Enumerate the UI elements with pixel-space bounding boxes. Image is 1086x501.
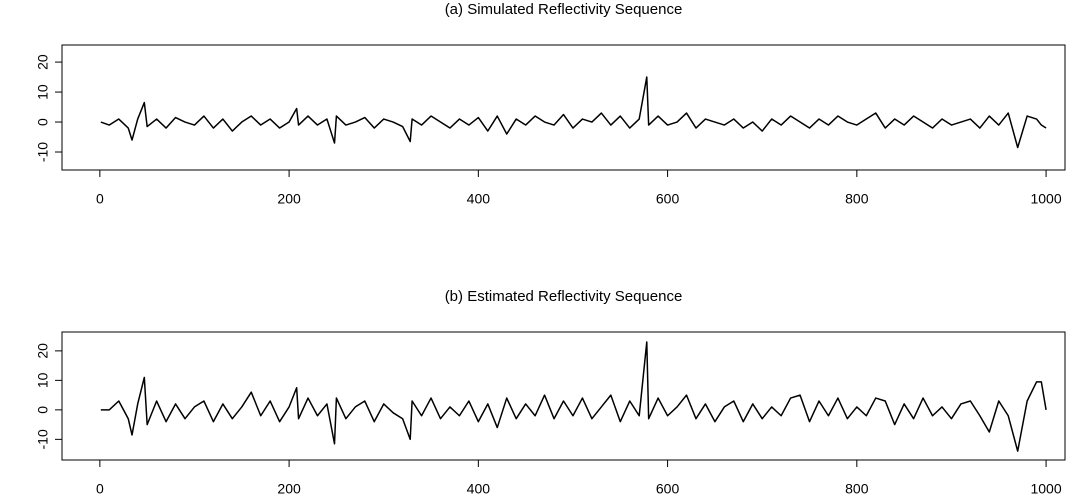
y-tick-label: -10 (35, 429, 51, 449)
x-tick-label: 0 (96, 191, 104, 207)
y-tick-label: 20 (35, 54, 51, 70)
x-tick-label: 400 (467, 191, 491, 207)
y-tick-label: -10 (35, 142, 51, 162)
y-tick-label: 20 (35, 343, 51, 359)
chart-title: (a) Simulated Reflectivity Sequence (445, 1, 683, 18)
y-tick-label: 0 (35, 118, 51, 126)
chart-title: (b) Estimated Reflectivity Sequence (445, 288, 683, 305)
x-tick-label: 1000 (1030, 481, 1061, 497)
x-tick-label: 600 (656, 191, 680, 207)
plot-box (61, 44, 1066, 171)
x-tick-label: 200 (277, 481, 301, 497)
y-tick-label: 10 (35, 84, 51, 100)
x-tick-label: 800 (845, 191, 869, 207)
series-line (100, 341, 1047, 452)
x-tick-label: 200 (277, 191, 301, 207)
x-tick-label: 1000 (1030, 191, 1061, 207)
y-tick-label: 10 (35, 372, 51, 388)
series-line (100, 76, 1047, 149)
x-tick-label: 600 (656, 481, 680, 497)
y-tick-label: 0 (35, 406, 51, 414)
plot-box (61, 331, 1066, 461)
x-tick-label: 800 (845, 481, 869, 497)
x-tick-label: 400 (467, 481, 491, 497)
x-tick-label: 0 (96, 481, 104, 497)
